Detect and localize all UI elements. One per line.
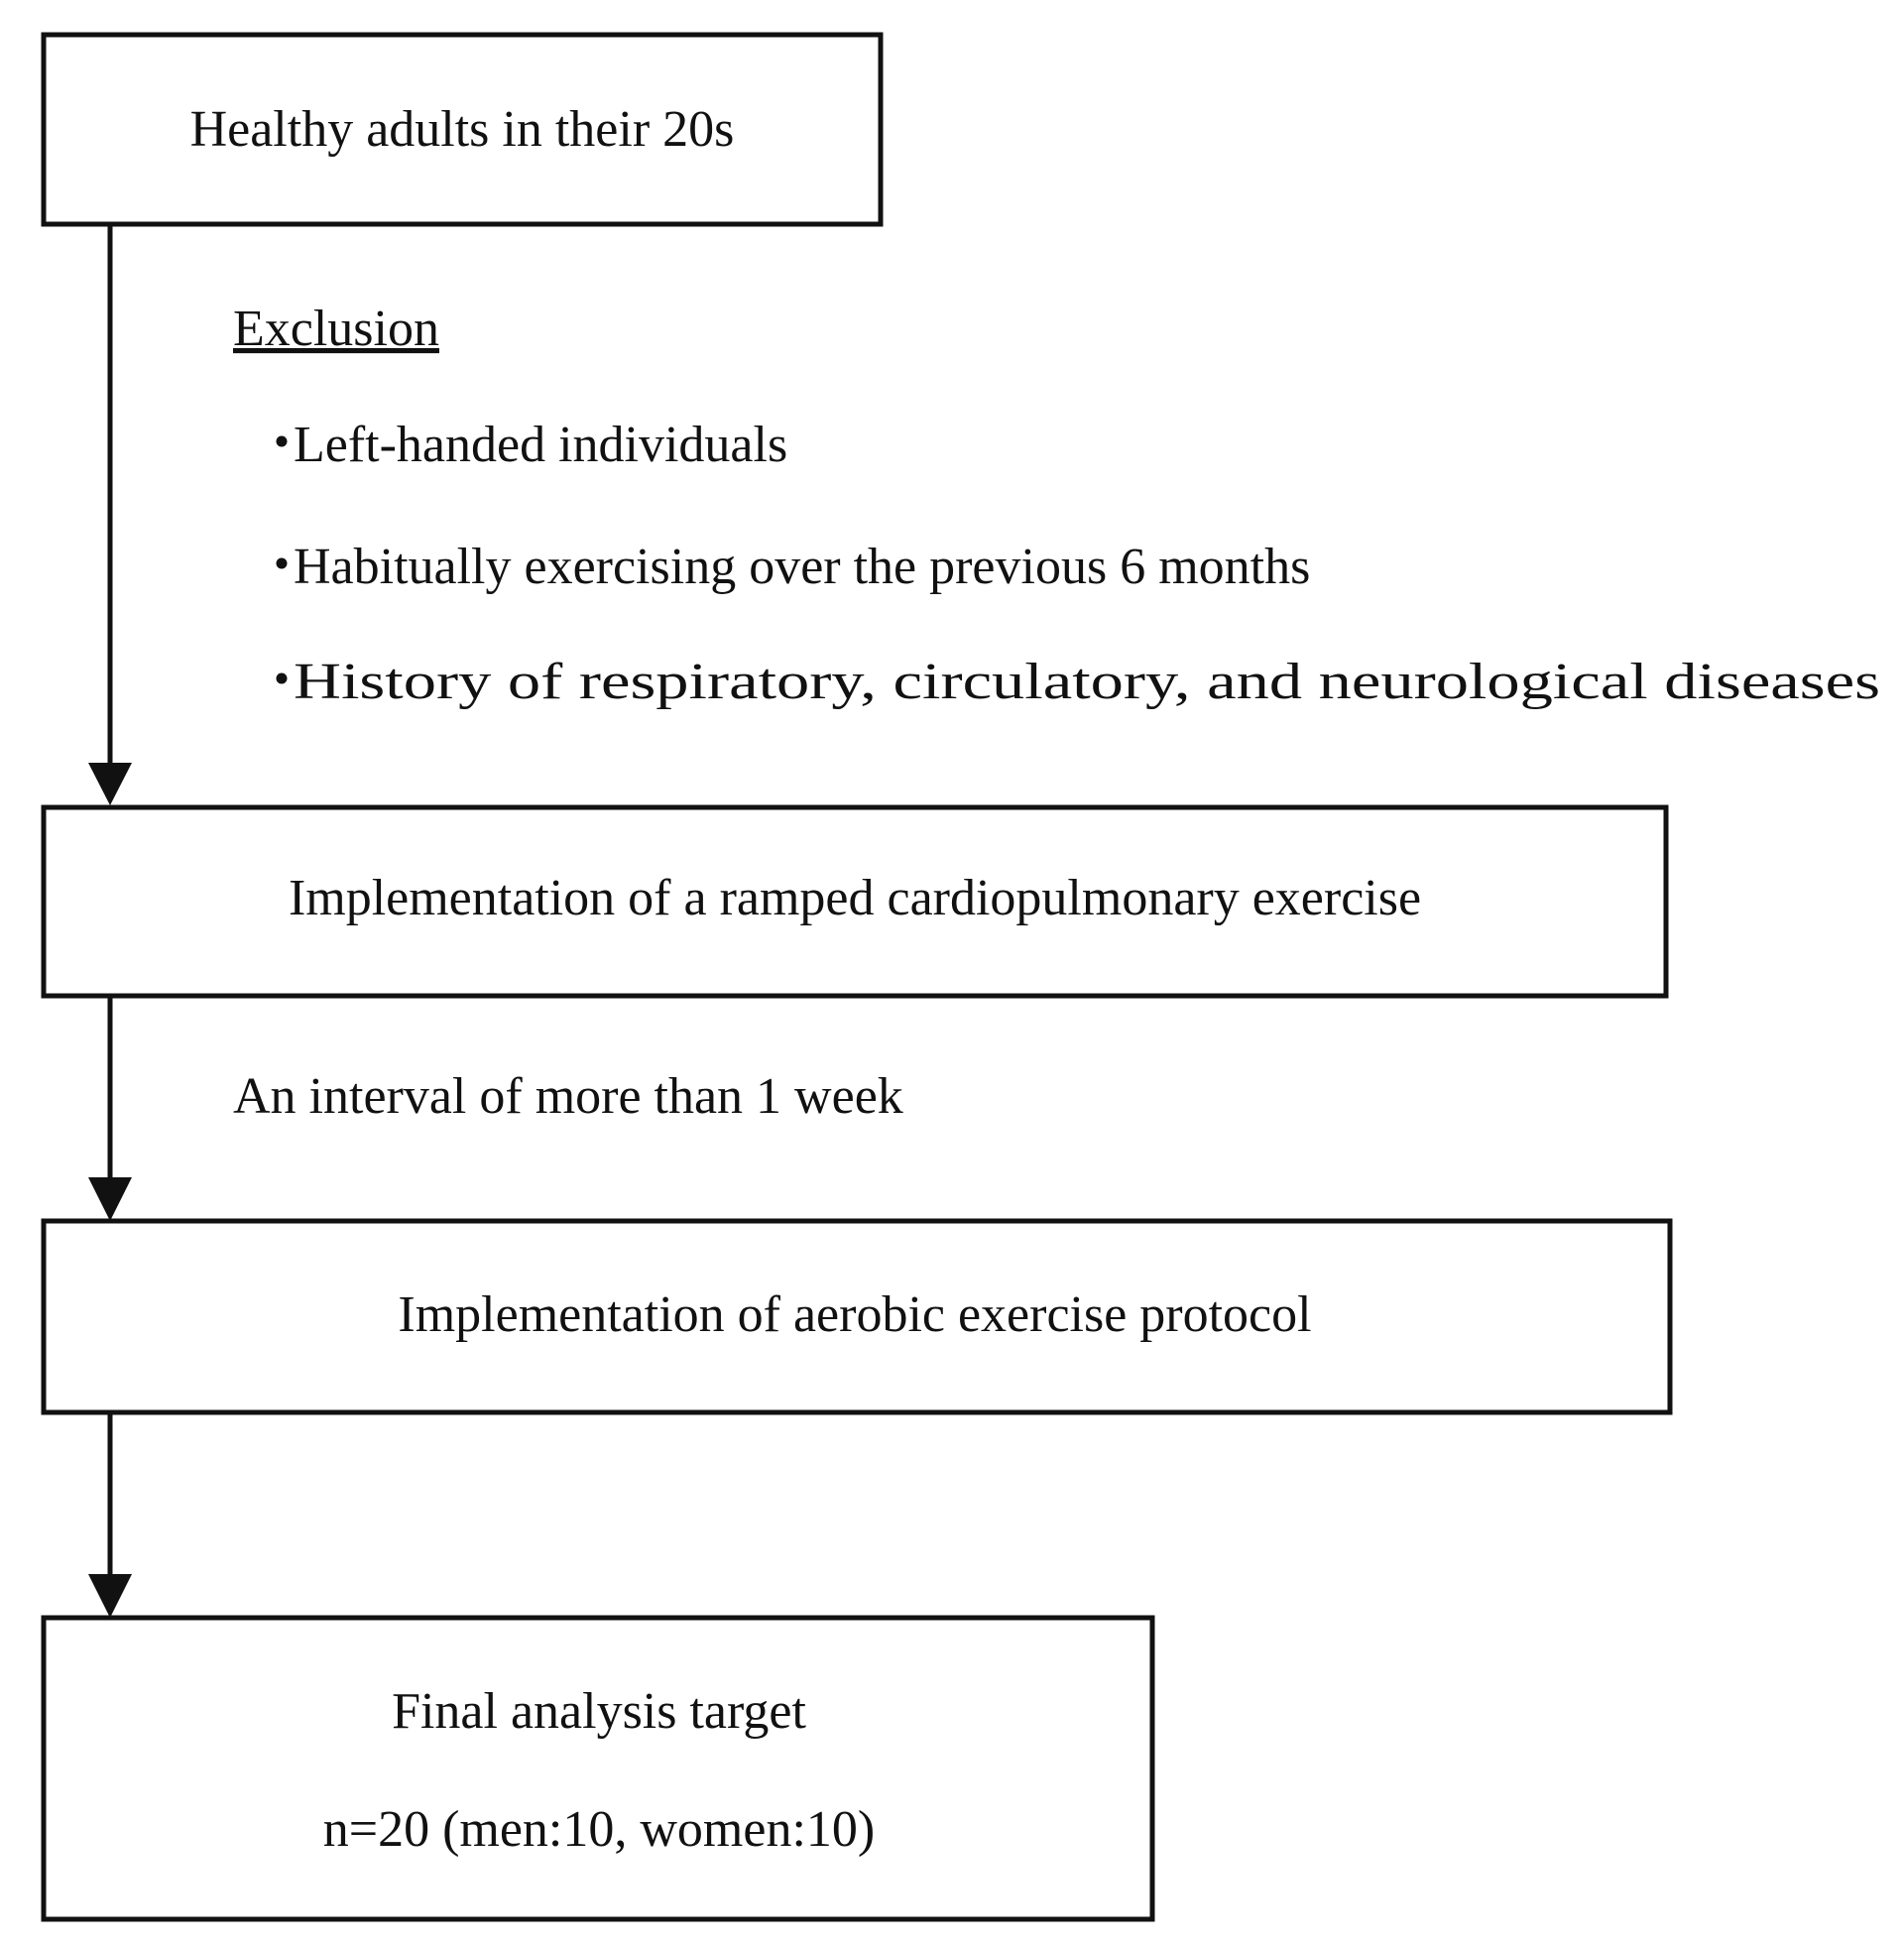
node-label: Implementation of aerobic exercise proto… [398, 1286, 1311, 1343]
node-detail: n=20 (men:10, women:10) [323, 1801, 875, 1858]
arrow-head [88, 763, 132, 805]
node-label: Healthy adults in their 20s [190, 101, 735, 158]
arrow-head [88, 1177, 132, 1221]
node-box [41, 1615, 1155, 1922]
node-box [41, 804, 1669, 999]
node-label: Implementation of a ramped cardiopulmona… [289, 870, 1421, 926]
bullet: ・ [256, 539, 307, 595]
bullet: ・ [256, 654, 307, 710]
node-box [41, 1218, 1673, 1415]
interval-label: An interval of more than 1 week [233, 1068, 903, 1125]
node-box [41, 32, 884, 227]
bullet: ・ [256, 417, 307, 473]
node-label: Final analysis target [392, 1683, 806, 1740]
exclusion-title: Exclusion [233, 301, 439, 357]
exclusion-item: Left-handed individuals [294, 417, 787, 473]
exclusion-item: History of respiratory, circulatory, and… [294, 654, 1880, 710]
arrow-head [88, 1574, 132, 1618]
exclusion-item: Habitually exercising over the previous … [294, 539, 1310, 595]
